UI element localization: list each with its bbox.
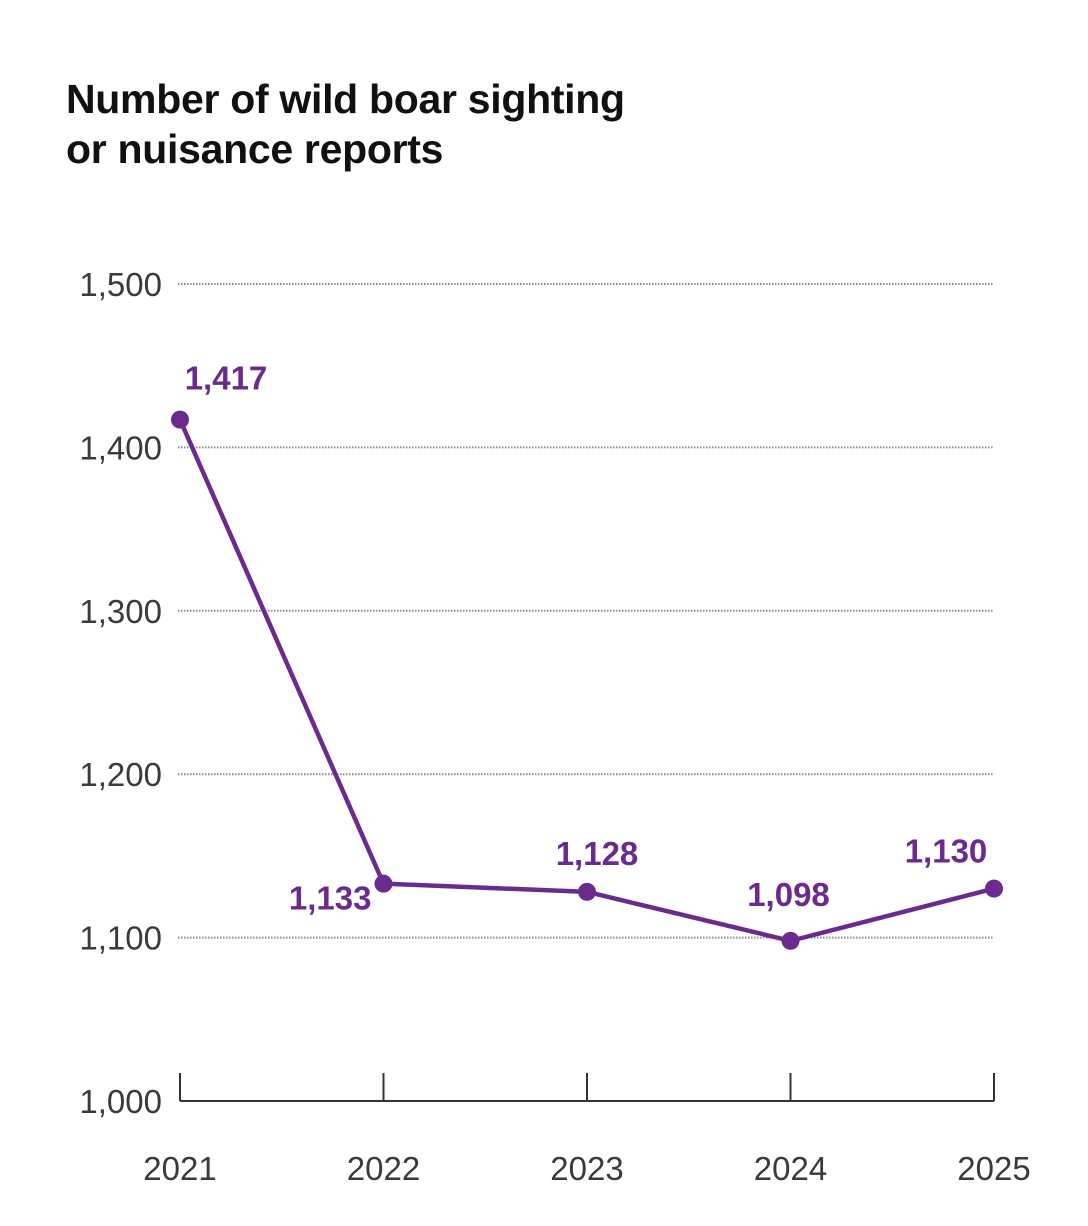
data-point bbox=[578, 882, 596, 901]
x-tick-label: 2023 bbox=[550, 1150, 623, 1187]
x-tick-label: 2022 bbox=[347, 1150, 420, 1187]
chart-title-line-2: or nuisance reports bbox=[66, 126, 444, 172]
x-tick-label: 2021 bbox=[143, 1150, 216, 1187]
x-tick-label: 2025 bbox=[957, 1150, 1030, 1187]
data-labels: 1,417 1,133 1,128 1,098 1,130 bbox=[185, 360, 988, 917]
data-point bbox=[171, 410, 189, 429]
series-line bbox=[171, 410, 1003, 950]
y-tick-label: 1,100 bbox=[79, 920, 162, 957]
data-point bbox=[374, 874, 393, 893]
gridlines bbox=[178, 283, 994, 939]
data-label: 1,130 bbox=[905, 833, 988, 870]
y-tick-label: 1,200 bbox=[79, 756, 162, 793]
data-point bbox=[985, 879, 1003, 898]
data-label: 1,133 bbox=[289, 880, 372, 917]
data-label: 1,417 bbox=[185, 360, 268, 397]
y-tick-label: 1,400 bbox=[79, 429, 162, 466]
data-point bbox=[781, 931, 800, 950]
y-tick-label: 1,000 bbox=[79, 1083, 162, 1120]
x-axis-tick-labels: 2021 2022 2023 2024 2025 bbox=[143, 1150, 1030, 1187]
y-tick-label: 1,500 bbox=[79, 266, 162, 303]
chart-title: Number of wild boar sighting or nuisance… bbox=[66, 74, 625, 174]
chart-title-line-1: Number of wild boar sighting bbox=[66, 76, 625, 122]
data-label: 1,098 bbox=[747, 876, 830, 913]
data-label: 1,128 bbox=[556, 835, 639, 872]
x-axis bbox=[179, 1073, 995, 1102]
y-axis-tick-labels: 1,000 1,100 1,200 1,300 1,400 1,500 bbox=[79, 266, 162, 1120]
x-tick-label: 2024 bbox=[754, 1150, 827, 1187]
y-tick-label: 1,300 bbox=[79, 593, 162, 630]
